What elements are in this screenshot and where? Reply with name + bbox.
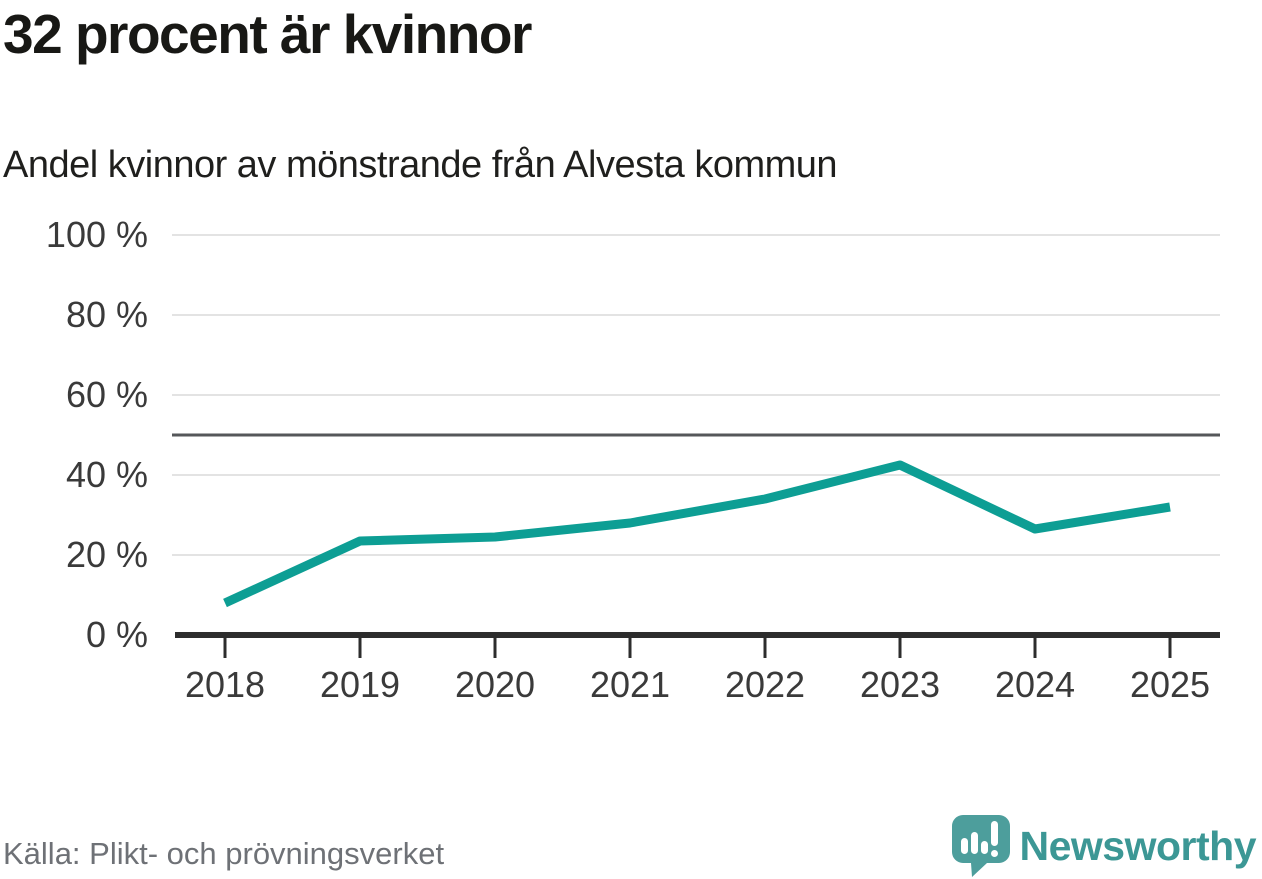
x-axis-tick-label: 2018 — [185, 664, 265, 705]
newsworthy-logo-icon — [951, 815, 1010, 877]
chart-subtitle: Andel kvinnor av mönstrande från Alvesta… — [3, 144, 838, 186]
chart-title: 32 procent är kvinnor — [3, 3, 532, 65]
line-chart-plot-area: 0 % 20 % 40 % 60 % 80 % 100 % 2018 2019 2020 2021… — [46, 214, 1220, 705]
brand-name: Newsworthy — [1019, 822, 1257, 869]
x-axis-tick-label: 2024 — [995, 664, 1075, 705]
x-axis-tick-label: 2021 — [590, 664, 670, 705]
brand-lockup: Newsworthy — [951, 815, 1257, 877]
source-note: Källa: Plikt- och prövningsverket — [3, 836, 445, 871]
y-axis-tick-label: 80 % — [66, 294, 148, 335]
x-axis-tick-label: 2020 — [455, 664, 535, 705]
y-axis-tick-label: 0 % — [86, 614, 148, 655]
y-axis-tick-label: 20 % — [66, 534, 148, 575]
x-axis-tick-label: 2019 — [320, 664, 400, 705]
y-axis-tick-label: 60 % — [66, 374, 148, 415]
x-axis-tick-label: 2025 — [1130, 664, 1210, 705]
data-line-andel-kvinnor — [223, 460, 1171, 608]
x-axis-tick-label: 2023 — [860, 664, 940, 705]
y-axis-tick-label: 100 % — [46, 214, 148, 255]
x-axis-tick-label: 2022 — [725, 664, 805, 705]
y-axis-tick-label: 40 % — [66, 454, 148, 495]
